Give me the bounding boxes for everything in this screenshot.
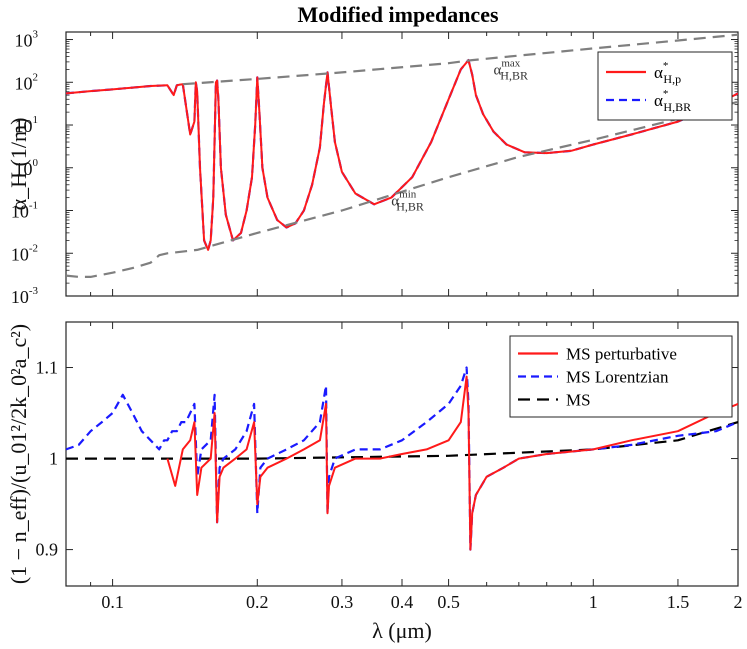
x-tick-label: 1.5 <box>667 592 690 612</box>
legend-label: MS <box>566 391 591 410</box>
panel-1-series <box>66 33 738 278</box>
x-axis-label: λ (μm) <box>372 618 432 643</box>
x-tick-label: 0.1 <box>101 592 124 612</box>
series-line-ms <box>66 421 738 460</box>
legend-label: α* H,BR <box>654 88 691 114</box>
y-tick-label: 101 <box>15 114 39 136</box>
series-line--h-p-perturbative- <box>66 59 738 251</box>
panel-2-series <box>66 366 738 551</box>
panel-1-legend: α* H,pα* H,BR <box>597 51 733 121</box>
legend-label: MS Lorentzian <box>566 368 669 387</box>
curve-annotation: αmin H,BR <box>391 189 424 214</box>
y-tick-label: 10-2 <box>11 242 38 264</box>
y-tick-label: 103 <box>15 29 39 51</box>
y-axis-label: α_H (1/m) <box>6 118 31 211</box>
x-tick-label: 0.3 <box>331 592 354 612</box>
curve-annotation: αmax H,BR <box>493 58 528 83</box>
panel-2-legend: MS perturbative MS Lorentzian MS <box>509 335 733 418</box>
y-tick-label: 10-1 <box>11 200 38 222</box>
y-tick-label: 100 <box>15 157 39 179</box>
y-tick-label: 102 <box>15 71 39 93</box>
y-axis-label: (1 − n_eff)/(u_01²/2k_0²a_c²) <box>6 324 31 584</box>
x-tick-label: 0.5 <box>437 592 460 612</box>
legend-label: MS perturbative <box>566 345 677 364</box>
series-line-ms-perturbative <box>166 375 738 551</box>
x-tick-label: 1 <box>589 592 598 612</box>
legend-box <box>597 51 733 121</box>
y-tick-label: 1 <box>49 449 58 469</box>
x-tick-label: 0.4 <box>391 592 414 612</box>
x-tick-label: 0.2 <box>246 592 269 612</box>
y-tick-label: 1.1 <box>36 358 59 378</box>
x-tick-label: 2 <box>734 592 743 612</box>
chart-title: Modified impedances <box>297 2 498 27</box>
series-line--h-br-min <box>66 100 738 278</box>
y-tick-label: 0.9 <box>36 540 59 560</box>
y-tick-label: 10-3 <box>11 285 39 307</box>
legend-label: α* H,p <box>654 60 681 86</box>
series-line--h-br-max <box>182 33 738 86</box>
